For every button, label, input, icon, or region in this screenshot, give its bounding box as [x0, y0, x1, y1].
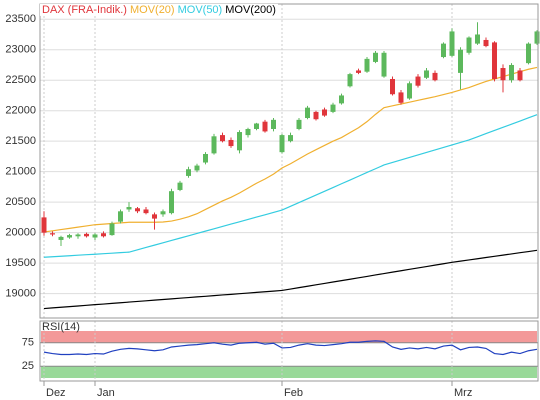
candle-body — [373, 52, 378, 62]
candle-body — [534, 31, 540, 44]
rsi-high-band — [41, 331, 537, 343]
candle-body — [254, 123, 259, 129]
candle-body — [220, 135, 225, 142]
candle-body — [279, 135, 285, 153]
candle-body — [441, 43, 446, 58]
rsi-tick-label: 25 — [22, 360, 34, 372]
legend-entry: DAX (FRA-Indik.) — [42, 4, 127, 16]
candle-body — [186, 169, 191, 176]
candle-body — [109, 223, 115, 236]
candle-body — [398, 92, 404, 103]
y-tick-label: 23000 — [5, 44, 36, 56]
candle-body — [84, 233, 89, 237]
rsi-tick-label: 75 — [22, 337, 34, 349]
candle-body — [458, 49, 463, 73]
candle-body — [305, 107, 310, 119]
candle-body — [228, 139, 234, 147]
candle-body — [271, 119, 276, 129]
y-tick-label: 19500 — [5, 257, 36, 269]
y-tick-label: 20000 — [5, 227, 36, 239]
x-tick-label: Feb — [284, 387, 303, 399]
candle-body — [381, 52, 387, 77]
x-tick-label: Jan — [97, 387, 115, 399]
legend-entry: MOV(50) — [178, 4, 223, 16]
candle-body — [322, 109, 327, 116]
candle-body — [424, 70, 429, 78]
candle-body — [356, 70, 361, 73]
candle-body — [483, 39, 489, 47]
candle-body — [475, 34, 480, 44]
candle-body — [262, 121, 268, 132]
y-tick-label: 23500 — [5, 13, 36, 25]
rsi-label: RSI(14) — [42, 321, 80, 333]
candle-body — [143, 209, 149, 214]
candle-body — [41, 217, 47, 233]
x-tick-label: Dez — [46, 387, 66, 399]
x-tick-label: Mrz — [454, 387, 472, 399]
candle-body — [500, 68, 506, 81]
legend-entry: MOV(200) — [225, 4, 276, 16]
candle-body — [101, 233, 106, 237]
y-tick-label: 21000 — [5, 166, 36, 178]
candle-body — [466, 37, 472, 53]
y-tick-label: 20500 — [5, 196, 36, 208]
candle-body — [50, 233, 55, 235]
rsi-line — [43, 340, 538, 356]
candle-body — [135, 208, 140, 212]
candle-body — [152, 214, 157, 219]
y-tick-label: 22500 — [5, 74, 36, 86]
candle-body — [313, 111, 319, 120]
candle-body — [347, 74, 353, 87]
candle-body — [517, 70, 523, 81]
candle-body — [526, 43, 531, 64]
candle-body — [245, 128, 251, 136]
candle-body — [118, 211, 123, 222]
main-plot-border — [39, 3, 539, 319]
y-tick-label: 22000 — [5, 105, 36, 117]
candle-body — [203, 153, 208, 163]
legend-entry: MOV(20) — [130, 4, 175, 16]
candle-body — [330, 104, 336, 112]
moving-average-line — [43, 249, 538, 310]
candle-body — [211, 136, 217, 154]
candle-body — [58, 236, 64, 240]
candle-body — [390, 78, 395, 95]
candle-body — [169, 191, 174, 214]
candle-body — [194, 165, 200, 171]
candle-body — [296, 119, 302, 129]
moving-average-line — [43, 114, 538, 258]
candle-body — [364, 58, 370, 72]
candle-body — [288, 135, 293, 142]
candle-body — [509, 64, 514, 81]
moving-average-line — [43, 66, 538, 233]
y-tick-label: 21500 — [5, 135, 36, 147]
legend: DAX (FRA-Indik.) MOV(20) MOV(50) MOV(200) — [42, 4, 276, 16]
y-tick-label: 19000 — [5, 288, 36, 300]
legend-background — [40, 3, 278, 16]
candle-body — [432, 72, 438, 81]
candle-body — [126, 207, 132, 210]
candle-body — [339, 95, 344, 104]
candle-body — [449, 31, 455, 56]
candle-body — [415, 76, 421, 86]
candle-body — [177, 182, 183, 190]
candle-body — [67, 235, 72, 238]
rsi-plot-border — [39, 320, 539, 382]
candle-body — [407, 83, 412, 99]
rsi-low-band — [41, 366, 537, 378]
candle-body — [492, 42, 497, 79]
candle-body — [92, 234, 98, 238]
candle-body — [75, 234, 81, 237]
candle-body — [160, 211, 166, 215]
candle-body — [237, 132, 242, 151]
main-plot-frame — [39, 3, 539, 319]
